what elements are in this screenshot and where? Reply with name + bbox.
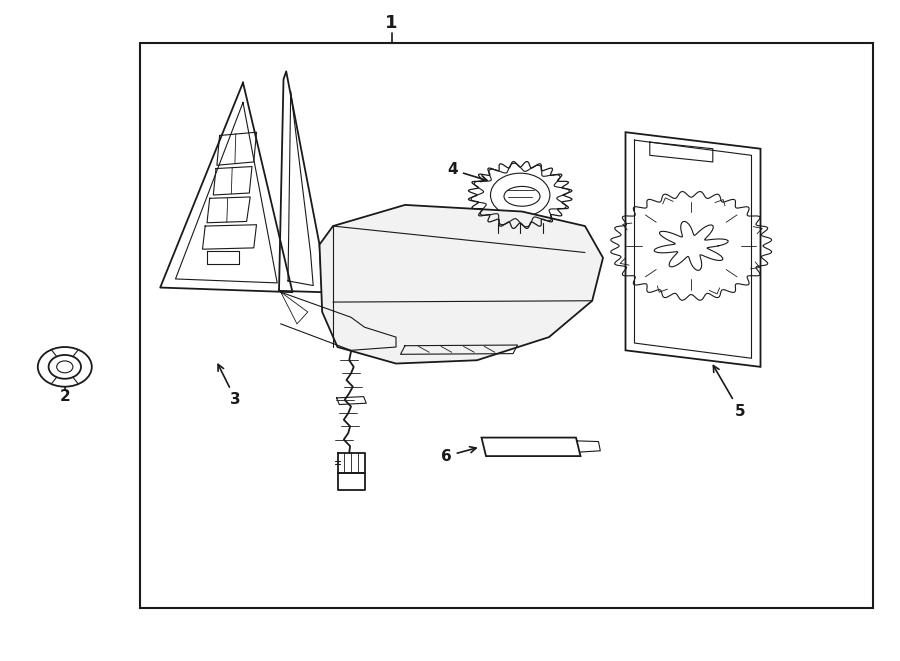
Polygon shape	[320, 205, 603, 364]
Text: 2: 2	[59, 389, 70, 404]
Text: 3: 3	[218, 364, 241, 407]
Text: 4: 4	[447, 163, 487, 182]
Text: 5: 5	[714, 366, 745, 418]
Text: 6: 6	[441, 447, 476, 463]
Text: 1: 1	[385, 14, 398, 32]
Bar	[140, 43, 873, 608]
Polygon shape	[626, 132, 760, 367]
Polygon shape	[482, 438, 580, 456]
